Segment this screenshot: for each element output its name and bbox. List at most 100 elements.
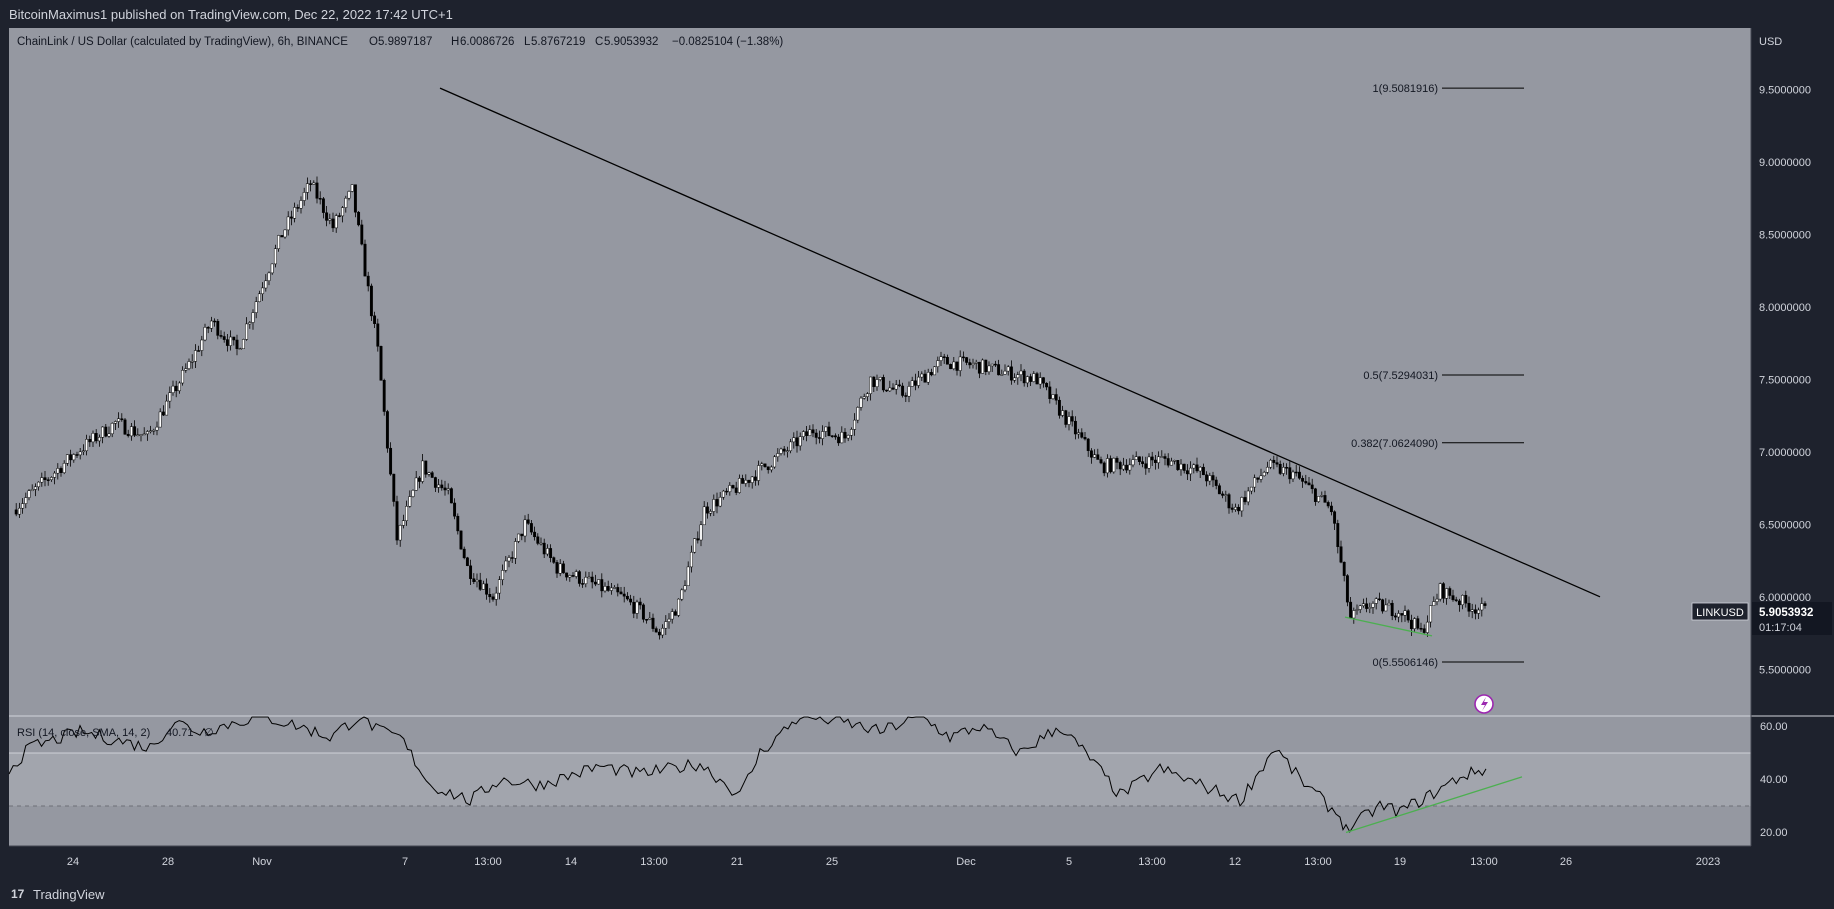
candle-body	[581, 583, 585, 585]
candle-body	[641, 604, 645, 620]
candle-body	[475, 579, 479, 582]
candle-body	[734, 487, 738, 493]
legend-low-label: L	[524, 36, 531, 48]
candle-body	[264, 280, 268, 289]
candle-body	[193, 350, 197, 362]
candle-body	[302, 192, 306, 201]
candle-body	[430, 472, 434, 478]
time-tick: 2023	[1696, 856, 1720, 868]
price-tick: 6.0000000	[1759, 592, 1811, 604]
candle-body	[779, 448, 783, 454]
candle-body	[267, 272, 271, 281]
candle-body	[24, 497, 28, 504]
candle-body	[1153, 459, 1157, 463]
rsi-tick-60: 60.00	[1760, 721, 1788, 733]
candle-body	[94, 433, 98, 442]
candle-body	[680, 589, 684, 600]
candle-body	[811, 429, 815, 434]
time-axis-ticks[interactable]: 24 28 Nov 7 13:00 14 13:00 21 25 Dec 5 13:00 12 13:00…	[67, 856, 1720, 868]
candle-body	[1240, 497, 1244, 512]
candle-body	[229, 336, 233, 346]
price-tick: 9.5000000	[1759, 84, 1811, 96]
candle-body	[283, 229, 287, 238]
candle-body	[1025, 376, 1029, 384]
candle-body	[1038, 377, 1042, 385]
legend-close-value: 5.9053932	[604, 36, 658, 48]
candle-body	[949, 364, 953, 370]
last-price-value: 5.9053932	[1759, 607, 1813, 619]
price-axis-ticks[interactable]: 9.5000000 9.0000000 8.5000000 8.0000000 7.50…	[1759, 84, 1811, 676]
time-tick: 21	[731, 856, 743, 868]
descending-resistance-line[interactable]	[439, 87, 1601, 598]
candle-body	[776, 453, 780, 458]
candle-body	[120, 418, 124, 421]
candle-body	[504, 560, 508, 571]
candle-body	[293, 207, 297, 219]
candle-body	[619, 591, 623, 595]
candle-body	[421, 460, 425, 482]
candle-body	[1435, 598, 1439, 602]
candle-body	[49, 477, 53, 480]
candle-body	[904, 395, 908, 397]
candle-body	[1457, 600, 1461, 606]
candle-body	[376, 323, 380, 347]
candle-body	[1304, 481, 1308, 484]
candle-body	[1387, 602, 1391, 606]
fib-level-label: 0.382(7.0624090)	[1351, 438, 1438, 450]
candle-body	[40, 477, 44, 483]
candle-body	[149, 430, 153, 433]
rsi-support-line[interactable]	[1345, 776, 1523, 834]
candle-body	[437, 484, 441, 488]
candle-body	[417, 477, 421, 482]
candle-body	[117, 418, 121, 422]
rsi-line	[8, 716, 1487, 833]
legend-high-value: 6.0086726	[460, 36, 514, 48]
candle-body	[750, 476, 754, 483]
candle-body	[1201, 466, 1205, 476]
candle-body	[894, 384, 898, 390]
candle-body	[142, 433, 146, 436]
candle-body	[529, 523, 533, 533]
price-support-line[interactable]	[1344, 616, 1433, 637]
candle-body	[174, 385, 178, 392]
candle-body	[1198, 466, 1202, 472]
candle-body	[1227, 494, 1231, 509]
candle-body	[513, 541, 517, 559]
candle-body	[373, 315, 377, 324]
candle-body	[997, 364, 1001, 376]
candle-body	[865, 393, 869, 397]
candle-body	[869, 376, 873, 394]
candle-body	[1445, 588, 1449, 599]
price-pane-background[interactable]	[9, 28, 1751, 716]
candle-body	[1237, 506, 1241, 512]
candle-body	[1297, 471, 1301, 479]
time-tick: 13:00	[1304, 856, 1332, 868]
candle-body	[1211, 475, 1215, 481]
candle-body	[728, 485, 732, 493]
candle-body	[37, 481, 41, 488]
symbol-tag[interactable]	[1691, 602, 1749, 621]
candle-body	[1477, 609, 1481, 614]
candle-body	[222, 336, 226, 340]
candle-body	[139, 434, 143, 436]
candle-body	[485, 583, 489, 595]
candle-body	[760, 463, 764, 466]
candle-body	[1070, 416, 1074, 422]
legend-open-label: O	[369, 36, 378, 48]
candle-body	[245, 323, 249, 340]
candle-body	[1470, 609, 1474, 612]
candle-body	[1461, 595, 1465, 606]
candle-body	[382, 380, 386, 412]
candle-body	[1109, 458, 1113, 473]
candle-body	[123, 419, 127, 435]
price-tick: 8.0000000	[1759, 302, 1811, 314]
candle-body	[1105, 458, 1109, 474]
candle-body	[491, 596, 495, 600]
candle-body	[584, 576, 588, 585]
candle-body	[459, 530, 463, 550]
candle-body	[270, 263, 274, 274]
last-price-label[interactable]	[1752, 602, 1832, 635]
candle-body	[526, 519, 530, 524]
time-tick: 28	[162, 856, 174, 868]
chart-canvas[interactable]: 1(9.5081916) 0.5(7.5294031) 0.382(7.062409…	[0, 0, 1834, 878]
